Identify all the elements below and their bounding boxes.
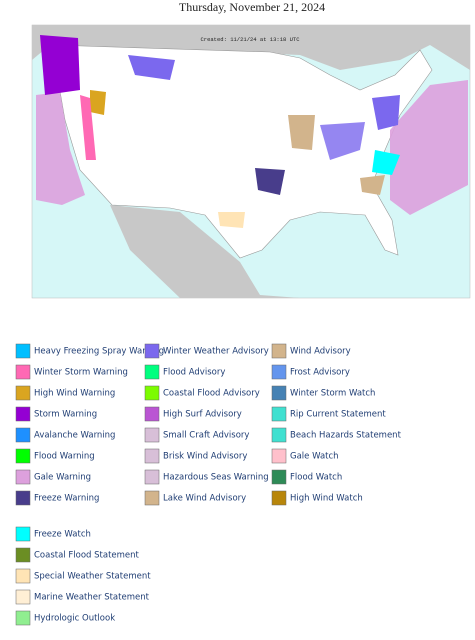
legend-swatch <box>15 406 31 422</box>
legend-swatch <box>271 406 287 422</box>
legend-swatch <box>271 343 287 359</box>
west-marine-zone <box>36 92 85 205</box>
page-title: Thursday, November 21, 2024 <box>179 0 325 14</box>
legend-label: Small Craft Advisory <box>163 431 249 441</box>
legend-label: Winter Storm Warning <box>34 368 128 378</box>
wind-zone-2 <box>360 175 385 195</box>
legend-label: Coastal Flood Statement <box>34 551 140 561</box>
legend-swatch <box>15 526 31 542</box>
winter-weather-zone <box>128 55 175 80</box>
legend-swatch <box>271 364 287 380</box>
winter-weather-zone-3 <box>372 95 400 130</box>
legend-swatch <box>271 469 287 485</box>
freeze-watch-zone <box>372 150 400 175</box>
legend-label: Rip Current Statement <box>290 410 386 420</box>
legend-label: Storm Warning <box>34 410 97 420</box>
legend-label: Beach Hazards Statement <box>290 431 402 441</box>
legend-swatch <box>15 343 31 359</box>
legend-label: Frost Advisory <box>290 368 350 378</box>
legend-label: Heavy Freezing Spray Warning <box>34 347 164 357</box>
legend-label: Hydrologic Outlook <box>34 614 115 624</box>
legend-label: Gale Warning <box>34 473 91 483</box>
legend-swatch <box>15 547 31 563</box>
mexico <box>110 205 300 298</box>
legend-label: High Surf Advisory <box>163 410 242 420</box>
legend-label: Lake Wind Advisory <box>163 494 246 504</box>
storm-zone <box>40 35 80 95</box>
legend-swatch <box>144 490 160 506</box>
legend-swatch <box>271 427 287 443</box>
legend-label: High Wind Warning <box>34 389 115 399</box>
legend-label: Flood Advisory <box>163 368 225 378</box>
legend-label: Hazardous Seas Warning <box>163 473 269 483</box>
legend-label: High Wind Watch <box>290 494 363 504</box>
legend-label: Flood Watch <box>290 473 342 483</box>
legend-swatch <box>271 490 287 506</box>
legend-swatch <box>15 589 31 605</box>
legend-label: Winter Weather Advisory <box>163 347 269 357</box>
legend-swatch <box>15 448 31 464</box>
legend-label: Freeze Warning <box>34 494 99 504</box>
legend-label: Brisk Wind Advisory <box>163 452 247 462</box>
legend-swatch <box>15 364 31 380</box>
legend-swatch <box>271 385 287 401</box>
lake-wind-zone <box>288 115 315 150</box>
legend-swatch <box>144 343 160 359</box>
legend-swatch <box>15 427 31 443</box>
created-stamp: Created: 11/21/24 at 13:18 UTC <box>200 36 300 43</box>
legend-label: Avalanche Warning <box>34 431 115 441</box>
canada <box>32 25 470 70</box>
legend-label: Special Weather Statement <box>34 572 151 582</box>
legend-label: Flood Warning <box>34 452 95 462</box>
legend-swatch <box>15 385 31 401</box>
freeze-zone <box>255 168 285 195</box>
legend-swatch <box>15 490 31 506</box>
legend-label: Gale Watch <box>290 452 339 462</box>
legend-swatch <box>144 448 160 464</box>
legend-swatch <box>144 385 160 401</box>
hazard-map: Created: 11/21/24 at 13:18 UTC <box>31 24 471 299</box>
winter-weather-zone-2 <box>320 122 365 160</box>
legend-label: Coastal Flood Advisory <box>163 389 260 399</box>
wind-zone <box>90 90 106 115</box>
legend-swatch <box>144 364 160 380</box>
east-marine-zone <box>390 80 468 215</box>
legend-swatch <box>271 448 287 464</box>
legend-swatch <box>144 427 160 443</box>
legend-swatch <box>144 469 160 485</box>
legend-label: Freeze Watch <box>34 530 91 540</box>
legend-swatch <box>15 568 31 584</box>
united-states <box>51 44 433 259</box>
legend-label: Marine Weather Statement <box>34 593 150 603</box>
legend-swatch <box>15 469 31 485</box>
legend-swatch <box>15 610 31 626</box>
winter-zone <box>80 95 96 160</box>
legend-label: Winter Storm Watch <box>290 389 375 399</box>
special-zone <box>218 212 245 228</box>
legend-swatch <box>144 406 160 422</box>
legend-label: Wind Advisory <box>290 347 351 357</box>
